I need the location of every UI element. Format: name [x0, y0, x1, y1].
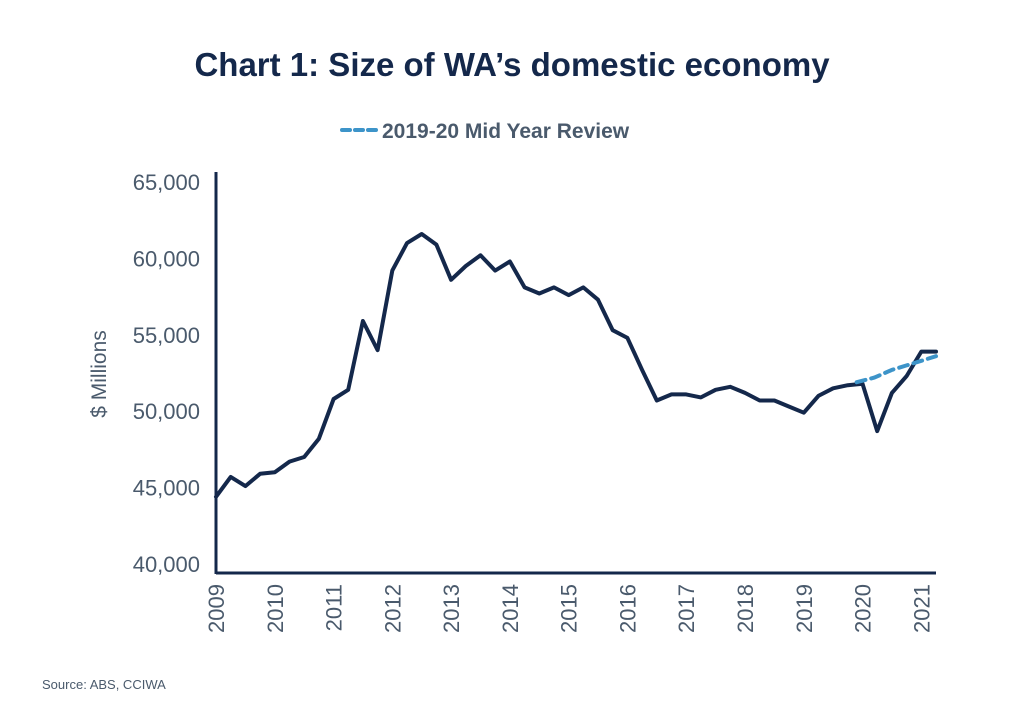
y-tick-label: 50,000: [133, 399, 200, 424]
x-tick-label: 2018: [733, 584, 758, 633]
y-tick-label: 55,000: [133, 323, 200, 348]
x-tick-label: 2015: [557, 584, 582, 633]
chart-title: Chart 1: Size of WA’s domestic economy: [194, 46, 830, 83]
x-tick-label: 2011: [322, 584, 347, 631]
y-tick-label: 45,000: [133, 476, 200, 501]
legend-label-forecast: 2019-20 Mid Year Review: [382, 120, 630, 143]
x-tick-label: 2013: [439, 584, 464, 633]
x-tick-label: 2009: [204, 584, 229, 633]
legend: 2019-20 Mid Year Review: [340, 120, 630, 143]
y-axis-label: $ Millions: [88, 330, 111, 418]
series-line-actual: [214, 232, 938, 499]
x-tick-label: 2017: [674, 584, 699, 633]
x-tick-label: 2016: [615, 584, 640, 633]
x-axis-ticks: 2009 2010 2011 2012 2013 2014 2015 2016 2017 2018…: [204, 584, 934, 633]
x-tick-label: 2021: [909, 584, 934, 633]
y-tick-label: 40,000: [133, 552, 200, 577]
series-line-forecast: [854, 354, 938, 385]
x-tick-label: 2010: [263, 584, 288, 633]
y-axis-ticks: 40,000 45,000 50,000 55,000 60,000 65,000: [133, 170, 200, 577]
y-tick-label: 60,000: [133, 246, 200, 271]
x-tick-label: 2019: [792, 584, 817, 633]
x-tick-label: 2012: [380, 584, 405, 633]
y-tick-label: 65,000: [133, 170, 200, 195]
x-tick-label: 2014: [498, 584, 523, 633]
x-tick-label: 2020: [851, 584, 876, 633]
source-note: Source: ABS, CCIWA: [42, 677, 166, 692]
